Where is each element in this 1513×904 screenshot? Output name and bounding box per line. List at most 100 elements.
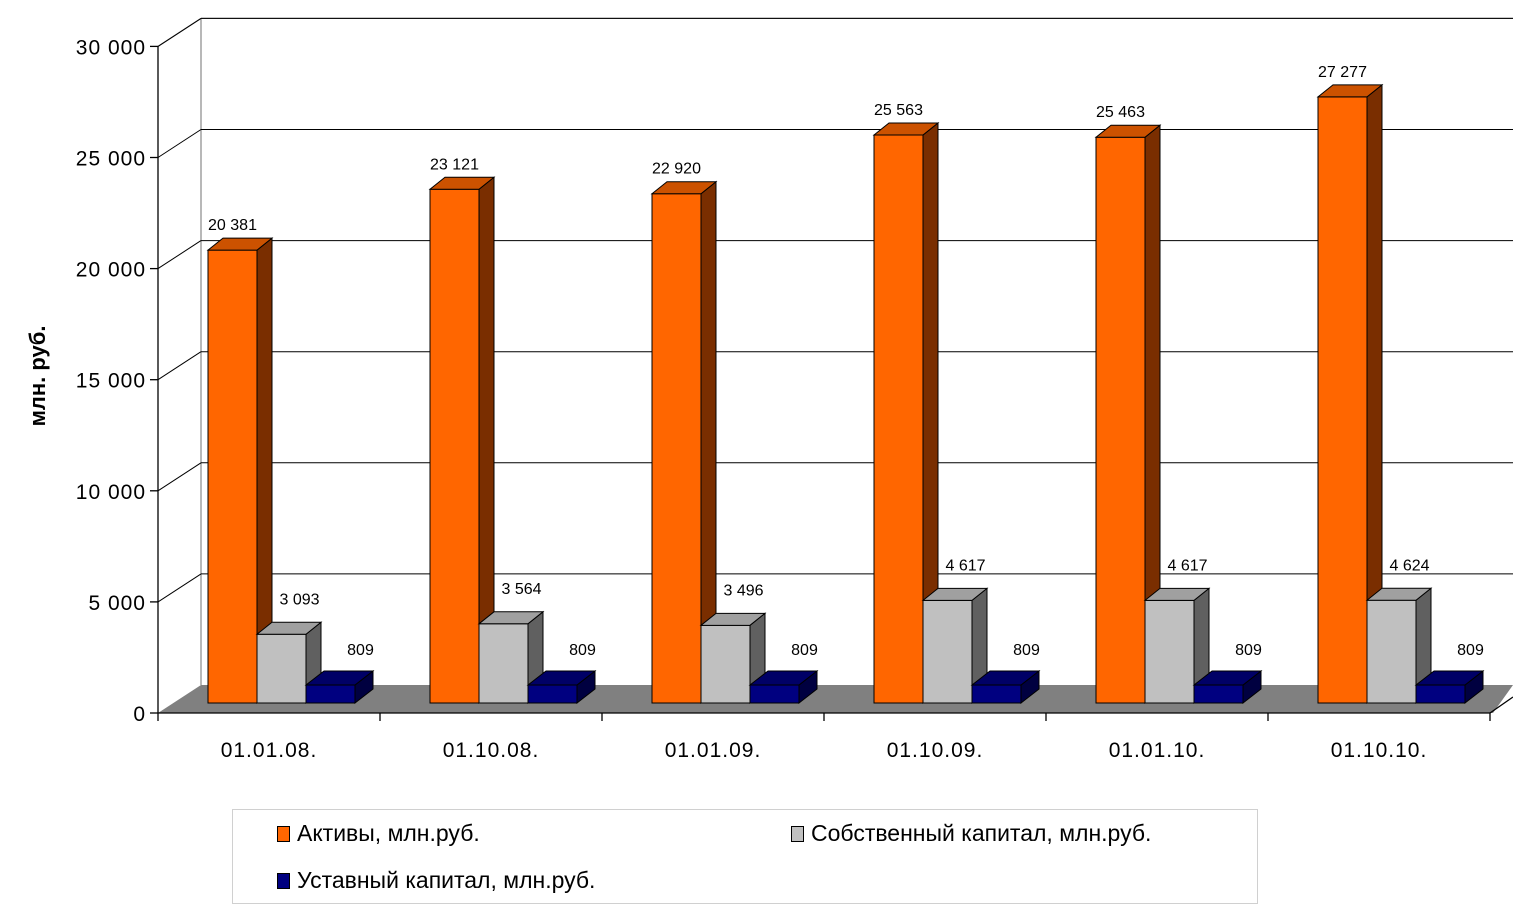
- data-label: 809: [791, 642, 818, 659]
- bar-front: [1144, 599, 1195, 704]
- bar-front: [1317, 96, 1368, 704]
- data-label: 3 564: [501, 581, 541, 598]
- y-tick-label: 15 000: [76, 370, 146, 393]
- gridlines: [157, 17, 1513, 603]
- bar: [477, 610, 545, 705]
- data-label: 809: [1013, 642, 1040, 659]
- y-tick-label: 10 000: [76, 481, 146, 504]
- bar: [1143, 587, 1211, 705]
- bar-front: [527, 684, 578, 704]
- bar-top: [699, 612, 767, 626]
- bar: [428, 176, 496, 705]
- data-label: 809: [1457, 642, 1484, 659]
- bar-front: [1366, 599, 1417, 704]
- bar-top: [748, 670, 819, 686]
- gridline-side: [157, 462, 202, 492]
- bar-top: [1094, 124, 1162, 138]
- bar-top: [477, 611, 545, 625]
- y-tick-label: 0: [133, 703, 146, 726]
- bar-front: [1095, 136, 1146, 704]
- bar: [872, 121, 940, 705]
- bar-top: [526, 670, 597, 686]
- bar: [1192, 670, 1263, 705]
- bar-front: [256, 633, 307, 704]
- bar: [970, 670, 1041, 705]
- bars: [206, 83, 1485, 705]
- y-tick-label: 20 000: [76, 259, 146, 282]
- legend-swatch-equity: [791, 825, 804, 842]
- bar: [206, 237, 274, 705]
- bar-top: [1143, 587, 1211, 601]
- bar: [1094, 124, 1162, 705]
- bar: [304, 670, 375, 705]
- bar-top: [921, 587, 989, 601]
- data-label: 22 920: [652, 161, 701, 178]
- data-label: 4 617: [1167, 557, 1207, 574]
- bar-front: [478, 623, 529, 704]
- legend-swatch-charter-capital: [277, 872, 290, 889]
- bar: [699, 612, 767, 705]
- data-label: 27 277: [1318, 64, 1367, 81]
- bar-top: [255, 621, 323, 635]
- bar-front: [749, 684, 800, 704]
- bar-front: [207, 249, 258, 704]
- legend-item-assets: Активы, млн.руб.: [277, 820, 480, 847]
- y-tick-label: 5 000: [88, 592, 146, 615]
- x-tick-label: 01.10.10.: [1331, 739, 1428, 762]
- bar-front: [873, 134, 924, 704]
- bar-top: [970, 670, 1041, 686]
- data-label: 3 093: [279, 591, 319, 608]
- bar-top: [1192, 670, 1263, 686]
- bar-front: [429, 188, 480, 704]
- gridline-side: [157, 351, 202, 381]
- gridline-side: [157, 573, 202, 603]
- legend-label-equity: Собственный капитал, млн.руб.: [811, 820, 1152, 846]
- data-label: 25 563: [874, 102, 923, 119]
- data-label: 4 617: [945, 557, 985, 574]
- x-tick-label: 01.01.10.: [1109, 739, 1206, 762]
- data-label: 809: [569, 642, 596, 659]
- x-tick-label: 01.10.09.: [887, 739, 984, 762]
- bar-top: [304, 670, 375, 686]
- y-tick-label: 25 000: [76, 148, 146, 171]
- x-axis-end: [1489, 696, 1513, 714]
- bar-front: [700, 624, 751, 704]
- bar-front: [1193, 684, 1244, 704]
- bar: [748, 670, 819, 705]
- bar-top: [872, 122, 940, 136]
- bar-front: [651, 193, 702, 704]
- data-label: 809: [1235, 642, 1262, 659]
- bar: [1414, 670, 1485, 705]
- bar: [1316, 83, 1384, 705]
- gridline-side: [157, 240, 202, 270]
- bar-top: [1414, 670, 1485, 686]
- bar-top: [650, 181, 718, 195]
- data-label: 4 624: [1389, 557, 1429, 574]
- data-label: 3 496: [723, 582, 763, 599]
- bar: [526, 670, 597, 705]
- axes: 0 5 000 10 000 15 000 20 000 25 000 30 000 01.0…: [76, 36, 1513, 762]
- data-labels: 20 381 3 093 809 23 121 3 564 809 22 920 3 496 8…: [208, 64, 1484, 659]
- legend-item-equity: Собственный капитал, млн.руб.: [791, 820, 1151, 847]
- data-label: 23 121: [430, 156, 479, 173]
- data-label: 809: [347, 642, 374, 659]
- data-label: 25 463: [1096, 104, 1145, 121]
- x-tick-label: 01.10.08.: [443, 739, 540, 762]
- bar: [650, 180, 718, 705]
- bar-front: [305, 684, 356, 704]
- legend-item-charter-capital: Уставный капитал, млн.руб.: [277, 867, 595, 894]
- x-tick-label: 01.01.09.: [665, 739, 762, 762]
- bar: [921, 587, 989, 705]
- gridline-side: [157, 17, 202, 47]
- bar-top: [1365, 587, 1433, 601]
- gridline-side: [157, 129, 202, 158]
- bar-front: [922, 599, 973, 704]
- bar-front: [971, 684, 1022, 704]
- bar-top: [1316, 84, 1384, 98]
- x-tick-label: 01.01.08.: [221, 739, 318, 762]
- legend: Активы, млн.руб. Собственный капитал, мл…: [232, 809, 1258, 904]
- bar-top: [428, 176, 496, 190]
- bar-front: [1415, 684, 1466, 704]
- legend-label-assets: Активы, млн.руб.: [297, 820, 480, 846]
